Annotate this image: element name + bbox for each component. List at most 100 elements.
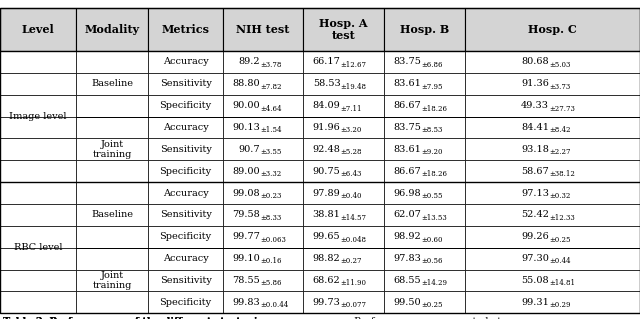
Text: ±0.077: ±0.077: [340, 301, 367, 309]
Text: 97.89: 97.89: [313, 189, 340, 197]
Bar: [76, 160, 148, 182]
Text: ±7.95: ±7.95: [421, 83, 443, 91]
Text: ±0.27: ±0.27: [340, 257, 362, 265]
Bar: [76, 270, 148, 292]
Bar: [465, 73, 640, 95]
Text: Specificity: Specificity: [159, 298, 212, 307]
Bar: [303, 117, 384, 138]
Text: ±0.25: ±0.25: [549, 236, 571, 244]
Text: 58.67: 58.67: [522, 167, 549, 176]
Text: ±2.27: ±2.27: [549, 148, 571, 156]
Text: Accuracy: Accuracy: [163, 57, 209, 66]
Text: 99.50: 99.50: [394, 298, 421, 307]
Text: 90.13: 90.13: [232, 123, 260, 132]
Text: 99.26: 99.26: [522, 232, 549, 241]
Bar: [148, 8, 223, 51]
Text: ±3.78: ±3.78: [260, 61, 281, 69]
Text: Hosp. A
test: Hosp. A test: [319, 18, 368, 41]
Bar: [76, 226, 148, 248]
Text: Level: Level: [21, 24, 54, 35]
Bar: [465, 226, 640, 248]
Bar: [223, 270, 303, 292]
Text: Baseline: Baseline: [91, 211, 133, 219]
Text: 68.55: 68.55: [394, 276, 421, 285]
Bar: [76, 292, 148, 313]
Text: ±6.86: ±6.86: [421, 61, 443, 69]
Bar: [148, 117, 223, 138]
Bar: [384, 51, 465, 73]
Bar: [76, 204, 148, 226]
Text: 90.00: 90.00: [232, 101, 260, 110]
Text: 97.83: 97.83: [393, 254, 421, 263]
Text: ±38.12: ±38.12: [549, 170, 575, 178]
Text: Metrics: Metrics: [161, 24, 210, 35]
Bar: [0, 292, 76, 313]
Text: 99.08: 99.08: [232, 189, 260, 197]
Bar: [465, 138, 640, 160]
Bar: [303, 270, 384, 292]
Bar: [223, 226, 303, 248]
Text: Hosp. C: Hosp. C: [528, 24, 577, 35]
Text: 89.00: 89.00: [232, 167, 260, 176]
Bar: [76, 182, 148, 204]
Text: ±5.86: ±5.86: [260, 279, 282, 287]
Bar: [148, 204, 223, 226]
Text: ±0.23: ±0.23: [260, 192, 281, 200]
Text: 86.67: 86.67: [394, 101, 421, 110]
Text: ±3.73: ±3.73: [549, 83, 570, 91]
Text: ±5.28: ±5.28: [340, 148, 362, 156]
Text: RBC level: RBC level: [13, 243, 62, 252]
Bar: [384, 95, 465, 117]
Text: 89.2: 89.2: [238, 57, 260, 66]
Text: ±7.82: ±7.82: [260, 83, 282, 91]
Bar: [0, 270, 76, 292]
Text: 92.48: 92.48: [312, 145, 340, 154]
Bar: [465, 204, 640, 226]
Text: 62.07: 62.07: [393, 211, 421, 219]
Bar: [0, 73, 76, 95]
Text: Accuracy: Accuracy: [163, 189, 209, 197]
Text: ±0.55: ±0.55: [421, 192, 443, 200]
Text: Specificity: Specificity: [159, 167, 212, 176]
Text: Table 2. Performances of the different strategies.: Table 2. Performances of the different s…: [3, 317, 273, 319]
Text: 55.08: 55.08: [522, 276, 549, 285]
Text: 79.58: 79.58: [232, 211, 260, 219]
Text: ±7.11: ±7.11: [340, 105, 362, 113]
Bar: [0, 8, 76, 51]
Text: ±6.43: ±6.43: [340, 170, 362, 178]
Text: Hosp. B: Hosp. B: [400, 24, 449, 35]
Bar: [303, 138, 384, 160]
Text: 99.77: 99.77: [232, 232, 260, 241]
Text: 99.31: 99.31: [521, 298, 549, 307]
Text: 98.82: 98.82: [313, 254, 340, 263]
Bar: [384, 248, 465, 270]
Bar: [384, 117, 465, 138]
Bar: [76, 73, 148, 95]
Text: 97.13: 97.13: [521, 189, 549, 197]
Text: 68.62: 68.62: [313, 276, 340, 285]
Bar: [303, 292, 384, 313]
Bar: [303, 248, 384, 270]
Text: ±0.16: ±0.16: [260, 257, 282, 265]
Bar: [465, 182, 640, 204]
Bar: [384, 182, 465, 204]
Bar: [148, 226, 223, 248]
Text: Sensitivity: Sensitivity: [159, 211, 212, 219]
Bar: [465, 95, 640, 117]
Bar: [303, 160, 384, 182]
Bar: [148, 51, 223, 73]
Bar: [303, 95, 384, 117]
Bar: [223, 138, 303, 160]
Text: ±14.81: ±14.81: [549, 279, 575, 287]
Text: 86.67: 86.67: [394, 167, 421, 176]
Text: 98.92: 98.92: [394, 232, 421, 241]
Bar: [0, 182, 76, 204]
Text: ±0.0.44: ±0.0.44: [260, 301, 288, 309]
Text: 99.83: 99.83: [232, 298, 260, 307]
Bar: [465, 248, 640, 270]
Text: 83.75: 83.75: [393, 123, 421, 132]
Text: ±0.60: ±0.60: [421, 236, 443, 244]
Text: ±1.54: ±1.54: [260, 126, 282, 134]
Bar: [384, 270, 465, 292]
Bar: [76, 51, 148, 73]
